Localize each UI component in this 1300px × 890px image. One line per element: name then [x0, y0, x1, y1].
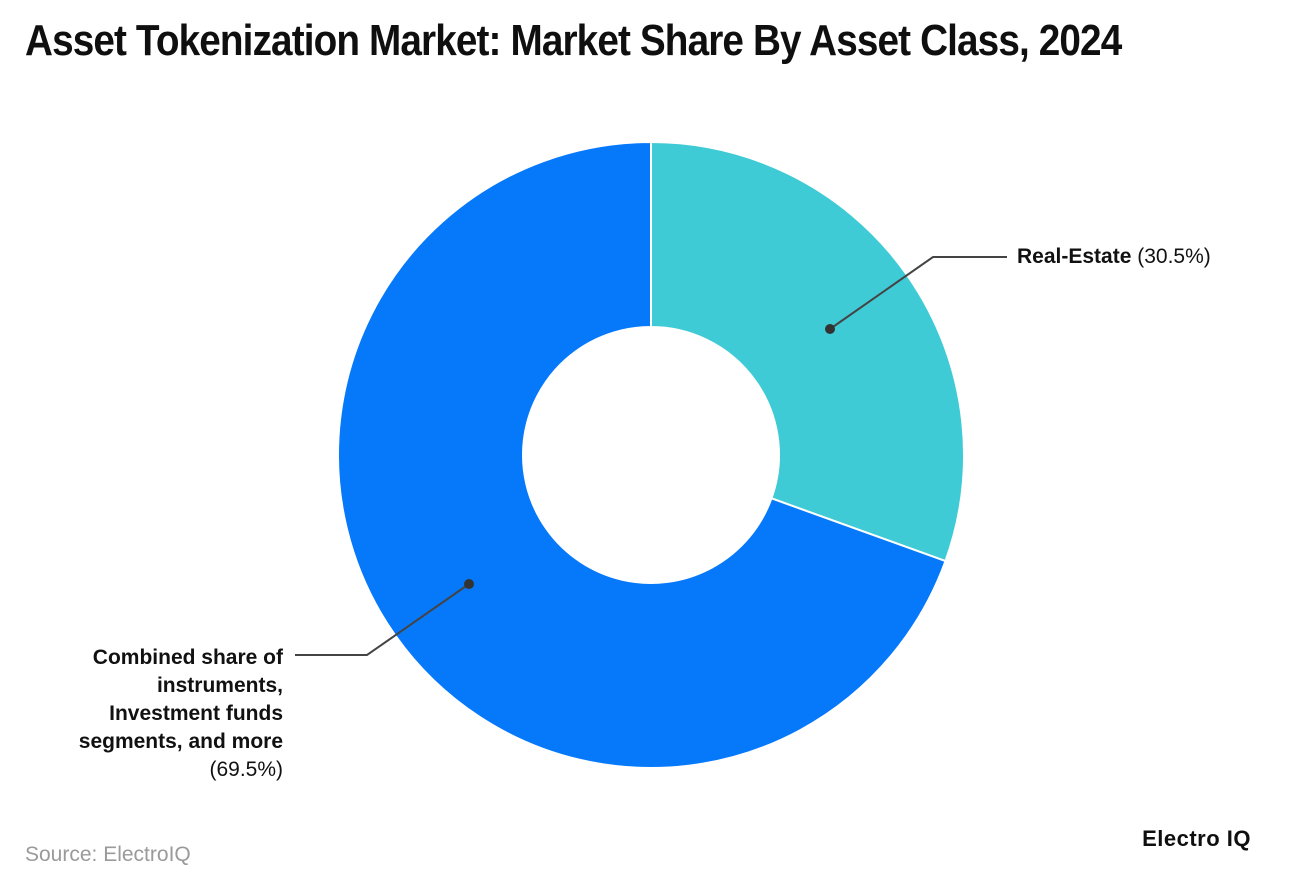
- real-estate-callout: Real-Estate (30.5%): [1017, 243, 1211, 271]
- combined-callout-value: (69.5%): [209, 758, 283, 781]
- combined-callout-line-1: Combined share of: [92, 646, 283, 669]
- leader-dot-combined: [464, 579, 474, 589]
- leader-line-real-estate: [829, 256, 1007, 330]
- real-estate-callout-label: Real-Estate: [1017, 245, 1132, 268]
- combined-callout: Combined share of instruments, Investmen…: [79, 644, 283, 784]
- combined-callout-line-2: instruments,: [156, 674, 283, 697]
- real-estate-callout-value: (30.5%): [1137, 245, 1211, 268]
- chart-title: Asset Tokenization Market: Market Share …: [25, 16, 1122, 65]
- combined-callout-line-3: Investment funds: [109, 702, 283, 725]
- donut-slices: [337, 141, 965, 769]
- brand-logo: Electro IQ: [1142, 826, 1251, 851]
- slice-real-estate[interactable]: [650, 141, 965, 563]
- source-note: Source: ElectroIQ: [25, 843, 191, 866]
- slice-combined-share-of[interactable]: [337, 141, 947, 769]
- combined-callout-line-4: segments, and more: [78, 730, 283, 753]
- leader-line-combined: [295, 583, 470, 656]
- leader-dot-real-estate: [825, 324, 835, 334]
